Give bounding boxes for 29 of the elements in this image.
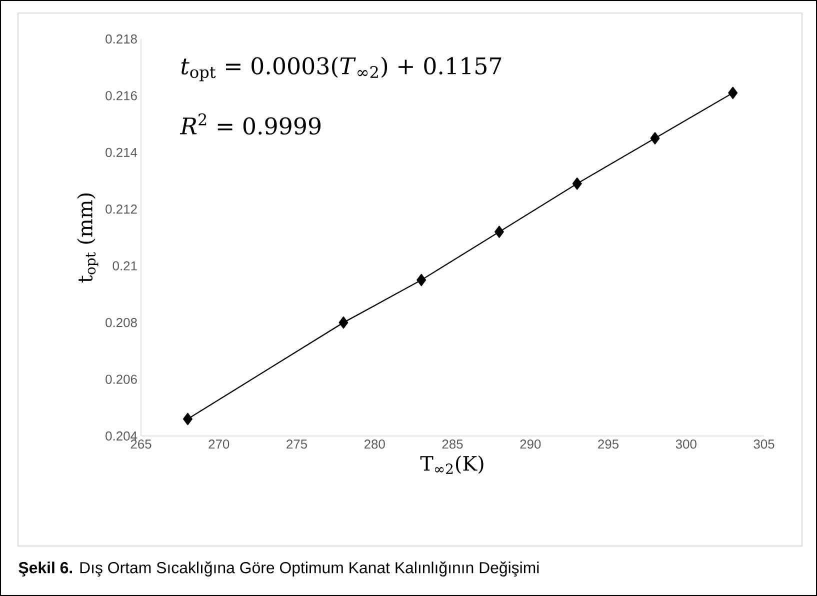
text: Şekil 6. Dış Ortam Sıcaklığına Göre Optimum Kanat Kalınlığının Değişimi bbox=[18, 561, 539, 577]
point bbox=[183, 412, 192, 426]
x-tick-label: 285 bbox=[442, 440, 463, 449]
x-tick-label: 280 bbox=[364, 440, 385, 449]
x-tick-label: 290 bbox=[520, 440, 541, 449]
y-tick-label: 0.208 bbox=[106, 318, 137, 328]
y-tick-label: 0.21 bbox=[112, 261, 137, 270]
y-axis-title: t$_{opt}$ (mm) bbox=[77, 194, 98, 282]
y-tick-label: 0.212 bbox=[106, 204, 137, 214]
y-tick-label: 0.214 bbox=[106, 148, 138, 158]
x-tick-label: 265 bbox=[130, 440, 152, 449]
point bbox=[728, 86, 738, 99]
x-tick-label: 270 bbox=[208, 440, 230, 449]
x-tick-label: 295 bbox=[598, 440, 619, 449]
y-tick-label: 0.216 bbox=[106, 91, 137, 100]
point bbox=[650, 132, 660, 144]
y-tick-label: 0.206 bbox=[106, 374, 137, 384]
x-tick-label: 300 bbox=[676, 440, 696, 449]
point bbox=[572, 178, 582, 190]
y-tick-label: 0.218 bbox=[106, 34, 137, 44]
point bbox=[416, 274, 426, 286]
point bbox=[338, 316, 348, 329]
x-tick-label: 275 bbox=[286, 440, 308, 449]
x-tick-label: 305 bbox=[754, 440, 774, 449]
annotation: t$_{opt}$ = 0.0003(T$_{∞2}$) + 0.1157 bbox=[181, 56, 502, 82]
x-axis-title: T$_{∞2}$(K) bbox=[420, 456, 484, 474]
annotation: R$^{2}$ = 0.9999 bbox=[180, 113, 321, 135]
y-tick-label: 0.204 bbox=[106, 431, 138, 441]
point bbox=[494, 226, 504, 238]
